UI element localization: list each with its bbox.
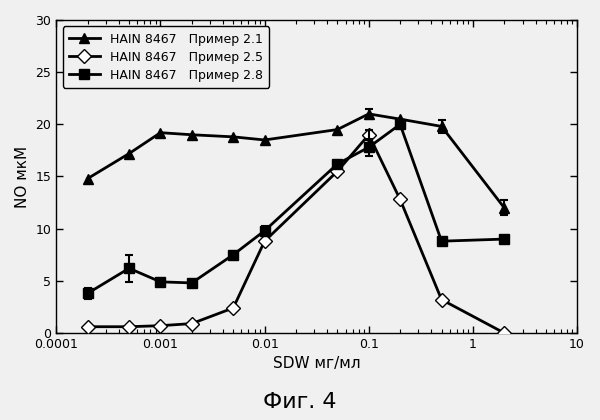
HAIN 8467   Пример 2.8	[500, 236, 508, 241]
HAIN 8467   Пример 2.5	[157, 323, 164, 328]
HAIN 8467   Пример 2.8	[397, 122, 404, 127]
Legend: HAIN 8467   Пример 2.1, HAIN 8467   Пример 2.5, HAIN 8467   Пример 2.8: HAIN 8467 Пример 2.1, HAIN 8467 Пример 2…	[62, 26, 269, 88]
HAIN 8467   Пример 2.5	[230, 305, 237, 310]
HAIN 8467   Пример 2.1	[397, 117, 404, 122]
X-axis label: SDW мг/мл: SDW мг/мл	[273, 357, 361, 371]
Text: Фиг. 4: Фиг. 4	[263, 391, 337, 412]
HAIN 8467   Пример 2.5	[125, 324, 133, 329]
HAIN 8467   Пример 2.1	[261, 137, 268, 142]
HAIN 8467   Пример 2.1	[125, 151, 133, 156]
Line: HAIN 8467   Пример 2.1: HAIN 8467 Пример 2.1	[83, 109, 509, 213]
HAIN 8467   Пример 2.1	[230, 134, 237, 139]
HAIN 8467   Пример 2.5	[188, 321, 196, 326]
HAIN 8467   Пример 2.5	[500, 331, 508, 336]
Line: HAIN 8467   Пример 2.5: HAIN 8467 Пример 2.5	[83, 130, 509, 338]
HAIN 8467   Пример 2.8	[261, 228, 268, 233]
HAIN 8467   Пример 2.5	[261, 239, 268, 244]
HAIN 8467   Пример 2.8	[438, 239, 445, 244]
HAIN 8467   Пример 2.8	[157, 279, 164, 284]
HAIN 8467   Пример 2.5	[438, 297, 445, 302]
HAIN 8467   Пример 2.1	[84, 176, 91, 181]
HAIN 8467   Пример 2.5	[334, 169, 341, 174]
HAIN 8467   Пример 2.1	[500, 205, 508, 210]
HAIN 8467   Пример 2.8	[188, 281, 196, 286]
HAIN 8467   Пример 2.1	[365, 111, 373, 116]
Y-axis label: NO мкМ: NO мкМ	[15, 145, 30, 207]
HAIN 8467   Пример 2.1	[438, 124, 445, 129]
HAIN 8467   Пример 2.5	[397, 197, 404, 202]
HAIN 8467   Пример 2.8	[334, 161, 341, 166]
HAIN 8467   Пример 2.8	[230, 252, 237, 257]
Line: HAIN 8467   Пример 2.8: HAIN 8467 Пример 2.8	[83, 119, 509, 298]
HAIN 8467   Пример 2.5	[365, 132, 373, 137]
HAIN 8467   Пример 2.8	[365, 145, 373, 150]
HAIN 8467   Пример 2.1	[157, 130, 164, 135]
HAIN 8467   Пример 2.8	[84, 291, 91, 296]
HAIN 8467   Пример 2.8	[125, 266, 133, 271]
HAIN 8467   Пример 2.1	[188, 132, 196, 137]
HAIN 8467   Пример 2.5	[84, 324, 91, 329]
HAIN 8467   Пример 2.1	[334, 127, 341, 132]
